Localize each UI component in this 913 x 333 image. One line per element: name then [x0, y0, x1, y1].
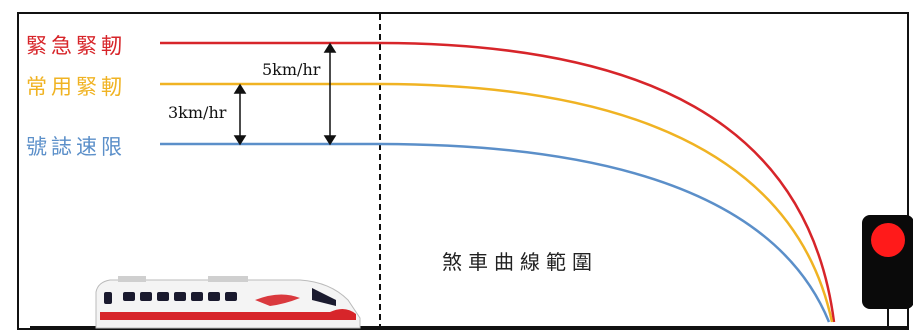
- diagram-frame: [17, 12, 909, 330]
- service-brake-label: 常用緊軔: [26, 75, 126, 99]
- arrow-3kmhr: [233, 83, 247, 146]
- emergency-brake-label: 緊急緊軔: [26, 34, 126, 58]
- signal-light: [862, 215, 913, 328]
- measurement-5kmhr: 5km/hr: [262, 60, 321, 79]
- emergency-brake-curve: [160, 41, 836, 323]
- arrow-5kmhr: [323, 42, 337, 146]
- measurement-3kmhr: 3km/hr: [168, 103, 227, 122]
- signal-red-lamp: [871, 223, 905, 257]
- service-brake-curve: [160, 82, 834, 323]
- train-illustration: [95, 276, 361, 329]
- braking-curve-area-label: 煞車曲線範圍: [442, 250, 598, 274]
- signal-limit-label: 號誌速限: [26, 135, 126, 159]
- signal-limit-curve: [160, 142, 831, 323]
